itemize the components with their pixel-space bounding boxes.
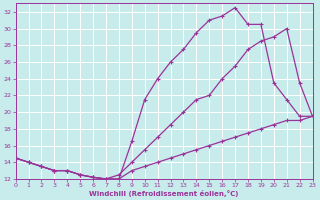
X-axis label: Windchill (Refroidissement éolien,°C): Windchill (Refroidissement éolien,°C) (89, 190, 239, 197)
